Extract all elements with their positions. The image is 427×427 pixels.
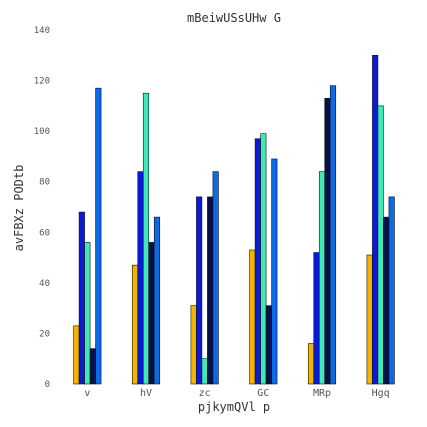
bar bbox=[190, 305, 197, 385]
bar bbox=[318, 171, 326, 385]
bar bbox=[73, 325, 80, 385]
bar bbox=[201, 358, 208, 385]
y-tick-label: 20 bbox=[39, 329, 50, 339]
x-tick-label: GC bbox=[257, 388, 269, 399]
x-tick-label: zc bbox=[199, 388, 211, 399]
bar bbox=[137, 171, 144, 385]
bar bbox=[153, 216, 161, 385]
bar bbox=[148, 242, 155, 385]
bar bbox=[271, 158, 278, 385]
bar bbox=[207, 196, 214, 385]
bar bbox=[388, 196, 395, 385]
y-tick-label: 120 bbox=[34, 77, 50, 87]
bar bbox=[196, 196, 203, 385]
x-axis-label: pjkymQVl p bbox=[198, 400, 270, 414]
chart-title: mBeiwUSsUHw G bbox=[187, 11, 281, 25]
y-tick-label: 140 bbox=[34, 26, 50, 36]
bar bbox=[212, 171, 219, 385]
bar bbox=[95, 87, 102, 385]
x-tick-label: v bbox=[84, 388, 90, 399]
y-axis-label: avFBXz PODtb bbox=[12, 165, 26, 252]
bar bbox=[329, 85, 337, 385]
bar bbox=[307, 343, 315, 385]
y-tick-label: 60 bbox=[39, 228, 50, 238]
bar bbox=[260, 133, 267, 385]
bar bbox=[372, 54, 379, 385]
bar bbox=[324, 97, 331, 385]
bar bbox=[78, 211, 85, 385]
bar bbox=[366, 254, 373, 385]
y-tick-label: 80 bbox=[39, 178, 50, 188]
x-axis: v hV zc GC MRp Hgq bbox=[84, 388, 389, 399]
y-tick-label: 0 bbox=[45, 380, 50, 390]
x-tick-label: Hgq bbox=[372, 388, 390, 399]
x-tick-label: hV bbox=[140, 388, 152, 399]
bar bbox=[254, 138, 261, 385]
bar bbox=[249, 249, 256, 385]
y-axis: 0 20 40 60 80 100 120 140 bbox=[34, 26, 50, 390]
bar bbox=[131, 264, 139, 385]
bar bbox=[89, 348, 96, 385]
bar bbox=[84, 242, 91, 385]
bars bbox=[73, 54, 395, 385]
bar bbox=[377, 105, 384, 385]
bar bbox=[142, 92, 150, 385]
bar bbox=[265, 305, 272, 385]
y-tick-label: 40 bbox=[39, 279, 50, 289]
x-tick-label: MRp bbox=[313, 388, 331, 399]
bar bbox=[313, 252, 320, 385]
y-tick-label: 100 bbox=[34, 127, 50, 137]
bar bbox=[383, 216, 390, 385]
